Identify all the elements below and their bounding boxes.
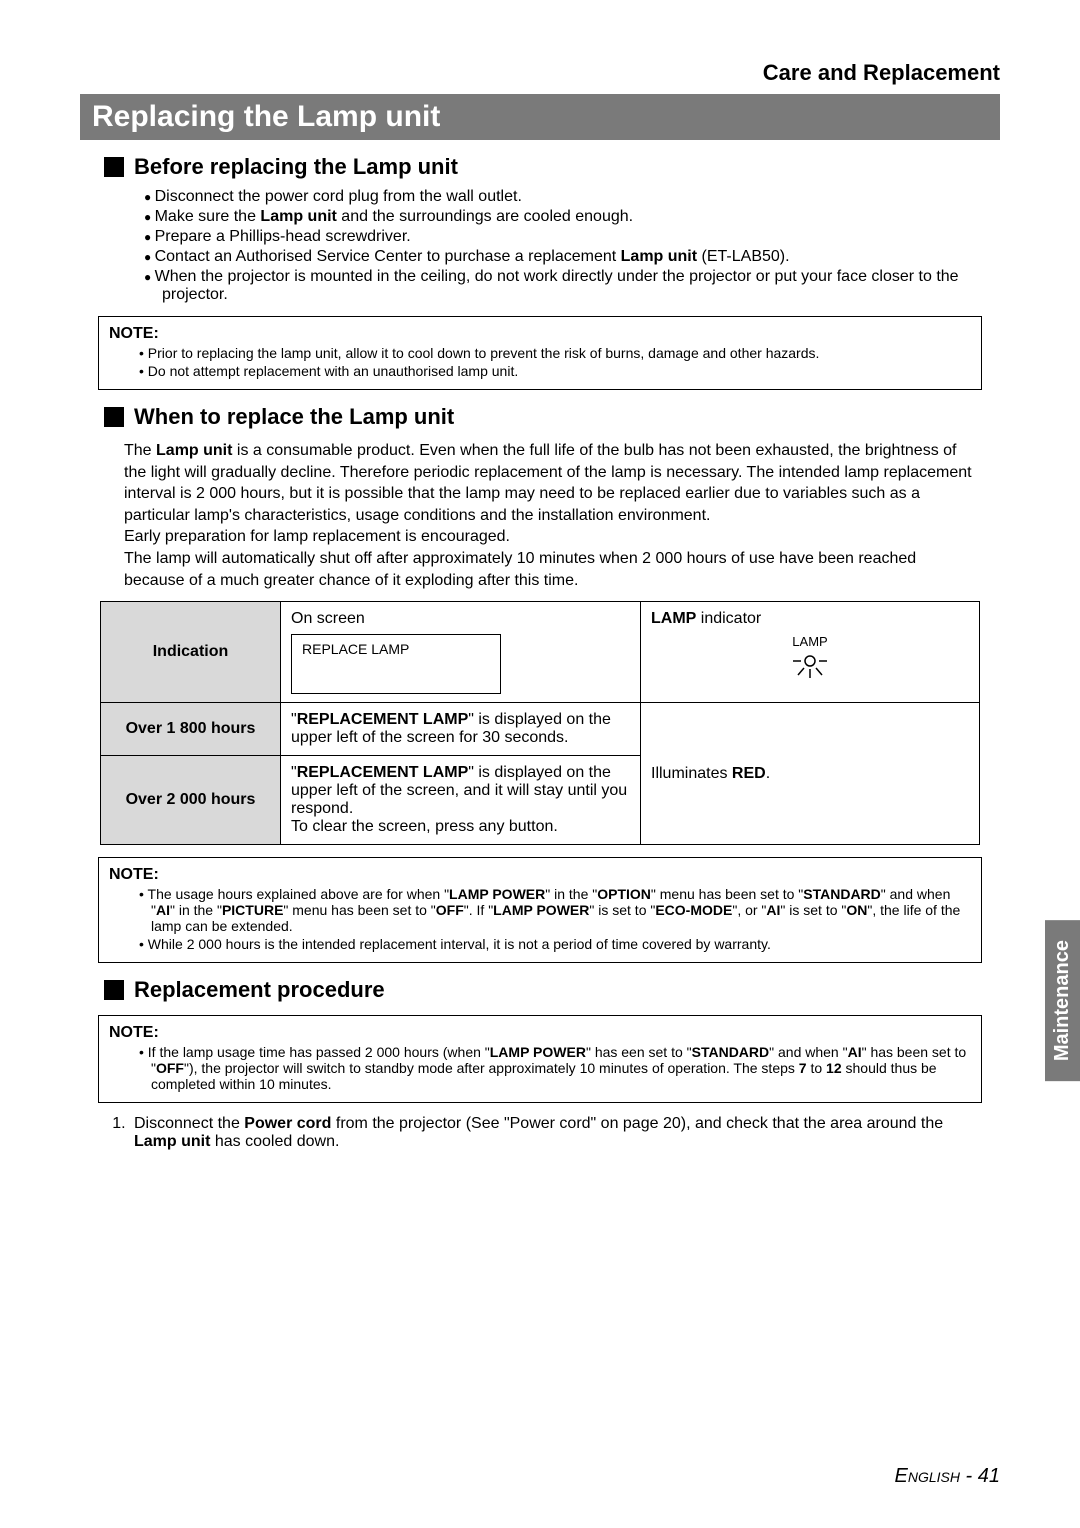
- note-box-2: NOTE: The usage hours explained above ar…: [98, 857, 982, 963]
- square-icon: [104, 407, 124, 427]
- lamp-text: LAMP: [792, 634, 827, 649]
- note-list: If the lamp usage time has passed 2 000 …: [139, 1044, 971, 1092]
- list-item: If the lamp usage time has passed 2 000 …: [139, 1044, 971, 1092]
- indication-table: Indication On screen REPLACE LAMP LAMP i…: [100, 601, 980, 845]
- row-head-2000: Over 2 000 hours: [101, 756, 281, 845]
- cell-illuminates-red: Illuminates RED.: [641, 703, 980, 845]
- note-title: NOTE:: [109, 325, 971, 343]
- square-icon: [104, 157, 124, 177]
- note-title: NOTE:: [109, 866, 971, 884]
- onscreen-box: REPLACE LAMP: [291, 634, 501, 694]
- procedure-steps: Disconnect the Power cord from the proje…: [130, 1115, 976, 1151]
- subheading-text: When to replace the Lamp unit: [134, 404, 454, 430]
- footer-sep: -: [960, 1465, 978, 1487]
- note-box-3: NOTE: If the lamp usage time has passed …: [98, 1015, 982, 1103]
- note-title: NOTE:: [109, 1024, 971, 1042]
- when-paragraph: The Lamp unit is a consumable product. E…: [124, 440, 976, 591]
- cell-lamp-indicator: LAMP indicator LAMP: [641, 602, 980, 703]
- square-icon: [104, 980, 124, 1000]
- section-banner: Replacing the Lamp unit: [80, 94, 1000, 140]
- subheading-text: Replacement procedure: [134, 977, 385, 1003]
- note-list: The usage hours explained above are for …: [139, 886, 971, 952]
- subheading-before: Before replacing the Lamp unit: [104, 154, 1000, 180]
- onscreen-label: On screen: [291, 610, 365, 627]
- before-bullets: Disconnect the power cord plug from the …: [144, 188, 1000, 304]
- lamp-indicator-label: LAMP indicator: [651, 610, 761, 627]
- list-item: Contact an Authorised Service Center to …: [144, 248, 1000, 266]
- cell-1800: "REPLACEMENT LAMP" is displayed on the u…: [281, 703, 641, 756]
- step-item: Disconnect the Power cord from the proje…: [130, 1115, 976, 1151]
- subheading-replacement: Replacement procedure: [104, 977, 1000, 1003]
- cell-onscreen: On screen REPLACE LAMP: [281, 602, 641, 703]
- footer-page: 41: [978, 1465, 1000, 1487]
- row-head-1800: Over 1 800 hours: [101, 703, 281, 756]
- list-item: Make sure the Lamp unit and the surround…: [144, 208, 1000, 226]
- footer-lang: English: [895, 1465, 960, 1487]
- lamp-indicator-icon: [785, 651, 835, 681]
- page-footer: English - 41: [895, 1465, 1001, 1488]
- list-item: When the projector is mounted in the cei…: [144, 268, 1000, 304]
- list-item: The usage hours explained above are for …: [139, 886, 971, 934]
- list-item: Prior to replacing the lamp unit, allow …: [139, 345, 971, 361]
- list-item: Do not attempt replacement with an unaut…: [139, 363, 971, 379]
- lamp-icon: LAMP: [651, 634, 969, 681]
- cell-2000: "REPLACEMENT LAMP" is displayed on the u…: [281, 756, 641, 845]
- subheading-when: When to replace the Lamp unit: [104, 404, 1000, 430]
- subheading-text: Before replacing the Lamp unit: [134, 154, 458, 180]
- list-item: Disconnect the power cord plug from the …: [144, 188, 1000, 206]
- side-tab-maintenance: Maintenance: [1045, 920, 1080, 1081]
- list-item: While 2 000 hours is the intended replac…: [139, 936, 971, 952]
- row-head-indication: Indication: [101, 602, 281, 703]
- list-item: Prepare a Phillips-head screwdriver.: [144, 228, 1000, 246]
- note-box-1: NOTE: Prior to replacing the lamp unit, …: [98, 316, 982, 390]
- note-list: Prior to replacing the lamp unit, allow …: [139, 345, 971, 379]
- page-header: Care and Replacement: [80, 60, 1000, 86]
